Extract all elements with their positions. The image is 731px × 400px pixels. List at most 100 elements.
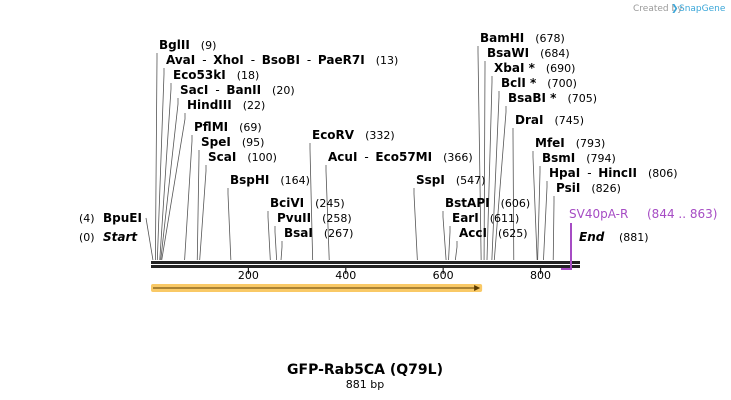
site-name[interactable]: HpaI bbox=[549, 166, 580, 180]
site-position: (684) bbox=[540, 47, 570, 60]
site-name[interactable]: BstAPI bbox=[445, 196, 490, 210]
axis-tick-label: 600 bbox=[433, 269, 454, 282]
leader-line bbox=[493, 106, 507, 261]
site-labels: (4) BpuEI BglII (9)AvaI - XhoI - BsoBI - PaeR7I (1… bbox=[79, 31, 678, 240]
site-name[interactable]: HincII bbox=[598, 166, 637, 180]
site-bamhi[interactable]: BamHI (678) bbox=[480, 31, 565, 45]
site-position: (690) bbox=[546, 62, 576, 75]
site-name[interactable]: BsaI bbox=[284, 226, 313, 240]
site-name[interactable]: PaeR7I bbox=[318, 53, 365, 67]
site-pfimi[interactable]: PflMI (69) bbox=[194, 120, 262, 134]
site-bstapi[interactable]: BstAPI (606) bbox=[445, 196, 530, 210]
leader-line bbox=[537, 166, 541, 261]
site-name[interactable]: ScaI bbox=[208, 150, 236, 164]
site-name[interactable]: BsoBI bbox=[262, 53, 300, 67]
leader-line bbox=[491, 91, 500, 261]
site-bpuei[interactable]: (4) BpuEI bbox=[79, 211, 142, 225]
site-name[interactable]: BciVI bbox=[270, 196, 304, 210]
dna-strand-top[interactable] bbox=[151, 261, 580, 264]
site-name[interactable]: Eco57MI bbox=[375, 150, 432, 164]
site-bglii[interactable]: BglII (9) bbox=[159, 38, 216, 52]
axis-tick-label: 800 bbox=[530, 269, 551, 282]
name-separator: - bbox=[202, 53, 206, 67]
site-bcli[interactable]: BclI * (700) bbox=[501, 76, 577, 90]
dna-strand-bottom[interactable] bbox=[151, 265, 580, 268]
site-xbai[interactable]: XbaI * (690) bbox=[494, 61, 575, 75]
site-name[interactable]: BsaWI bbox=[487, 46, 529, 60]
site-position: (606) bbox=[501, 197, 531, 210]
site-scai[interactable]: ScaI (100) bbox=[208, 150, 277, 164]
site-name[interactable]: EarI bbox=[452, 211, 479, 225]
site-saci[interactable]: SacI - BanII (20) bbox=[180, 83, 295, 97]
axis-tick-label: 400 bbox=[335, 269, 356, 282]
site-hindiii[interactable]: HindIII (22) bbox=[187, 98, 265, 112]
site-name[interactable]: XbaI * bbox=[494, 61, 536, 75]
end-position: (881) bbox=[619, 231, 649, 244]
site-eari[interactable]: EarI (611) bbox=[452, 211, 519, 225]
axis-ticks: 200 400 600 800 bbox=[238, 268, 551, 282]
site-name[interactable]: PflMI bbox=[194, 120, 228, 134]
site-spei[interactable]: SpeI (95) bbox=[201, 135, 264, 149]
site-acui[interactable]: AcuI - Eco57MI (366) bbox=[328, 150, 473, 164]
site-bsawi[interactable]: BsaWI (684) bbox=[487, 46, 570, 60]
orf-arrowhead bbox=[474, 285, 481, 291]
site-avai[interactable]: AvaI - XhoI - BsoBI - PaeR7I (13) bbox=[166, 53, 398, 67]
site-name[interactable]: XhoI bbox=[213, 53, 244, 67]
axis-tick-label: 200 bbox=[238, 269, 259, 282]
sequence-length: 881 bp bbox=[346, 378, 384, 391]
leader-line bbox=[532, 151, 538, 261]
snapgene-logo-icon: ❯ bbox=[671, 4, 679, 14]
site-name[interactable]: SpeI bbox=[201, 135, 231, 149]
site-name[interactable]: PvuII bbox=[277, 211, 311, 225]
site-name[interactable]: BsaBI * bbox=[508, 91, 557, 105]
site-acci[interactable]: AccI (625) bbox=[459, 226, 528, 240]
feature-label-name[interactable]: SV40pA-R bbox=[569, 207, 628, 221]
sv40pa-r-primer-marker[interactable] bbox=[561, 223, 572, 270]
site-name[interactable]: BanII bbox=[226, 83, 261, 97]
site-position: (806) bbox=[648, 167, 678, 180]
site-name[interactable]: AcuI bbox=[328, 150, 357, 164]
site-position: (4) bbox=[79, 212, 95, 225]
brand-name[interactable]: SnapGene bbox=[679, 4, 726, 14]
site-drai[interactable]: DraI (745) bbox=[515, 113, 584, 127]
site-ecorv[interactable]: EcoRV (332) bbox=[312, 128, 395, 142]
site-bsmi[interactable]: BsmI (794) bbox=[542, 151, 616, 165]
site-pvuii[interactable]: PvuII (258) bbox=[277, 211, 352, 225]
site-name[interactable]: SacI bbox=[180, 83, 208, 97]
sequence-title: GFP-Rab5CA (Q79L) bbox=[287, 362, 443, 378]
site-bcivi[interactable]: BciVI (245) bbox=[270, 196, 345, 210]
site-name[interactable]: HindIII bbox=[187, 98, 232, 112]
site-bsphi[interactable]: BspHI (164) bbox=[230, 173, 310, 187]
site-eco53ki[interactable]: Eco53kI (18) bbox=[173, 68, 259, 82]
site-name[interactable]: BamHI bbox=[480, 31, 524, 45]
site-name[interactable]: SspI bbox=[416, 173, 445, 187]
leader-line bbox=[413, 188, 418, 261]
site-name[interactable]: MfeI bbox=[535, 136, 565, 150]
site-name[interactable]: EcoRV bbox=[312, 128, 355, 142]
leader-line bbox=[154, 53, 158, 261]
name-separator: - bbox=[307, 53, 311, 67]
site-position: (678) bbox=[535, 32, 565, 45]
site-name[interactable]: BsmI bbox=[542, 151, 575, 165]
site-hpai[interactable]: HpaI - HincII (806) bbox=[549, 166, 678, 180]
site-name[interactable]: BpuEI bbox=[103, 211, 142, 225]
site-name[interactable]: BspHI bbox=[230, 173, 269, 187]
site-sspi[interactable]: SspI (547) bbox=[416, 173, 485, 187]
site-position: (258) bbox=[322, 212, 352, 225]
site-position: (164) bbox=[280, 174, 310, 187]
site-bsabi[interactable]: BsaBI * (705) bbox=[508, 91, 597, 105]
site-name[interactable]: BglII bbox=[159, 38, 190, 52]
site-name[interactable]: AccI bbox=[459, 226, 487, 240]
site-bsai[interactable]: BsaI (267) bbox=[284, 226, 353, 240]
orf-arrow[interactable] bbox=[151, 284, 483, 292]
site-name[interactable]: DraI bbox=[515, 113, 543, 127]
site-name[interactable]: AvaI bbox=[166, 53, 195, 67]
leader-line bbox=[325, 165, 330, 261]
leader-line bbox=[552, 196, 555, 261]
site-psii[interactable]: PsiI (826) bbox=[556, 181, 621, 195]
leader-line bbox=[156, 68, 165, 261]
site-name[interactable]: PsiI bbox=[556, 181, 580, 195]
site-mfei[interactable]: MfeI (793) bbox=[535, 136, 605, 150]
site-name[interactable]: Eco53kI bbox=[173, 68, 226, 82]
site-name[interactable]: BclI * bbox=[501, 76, 537, 90]
